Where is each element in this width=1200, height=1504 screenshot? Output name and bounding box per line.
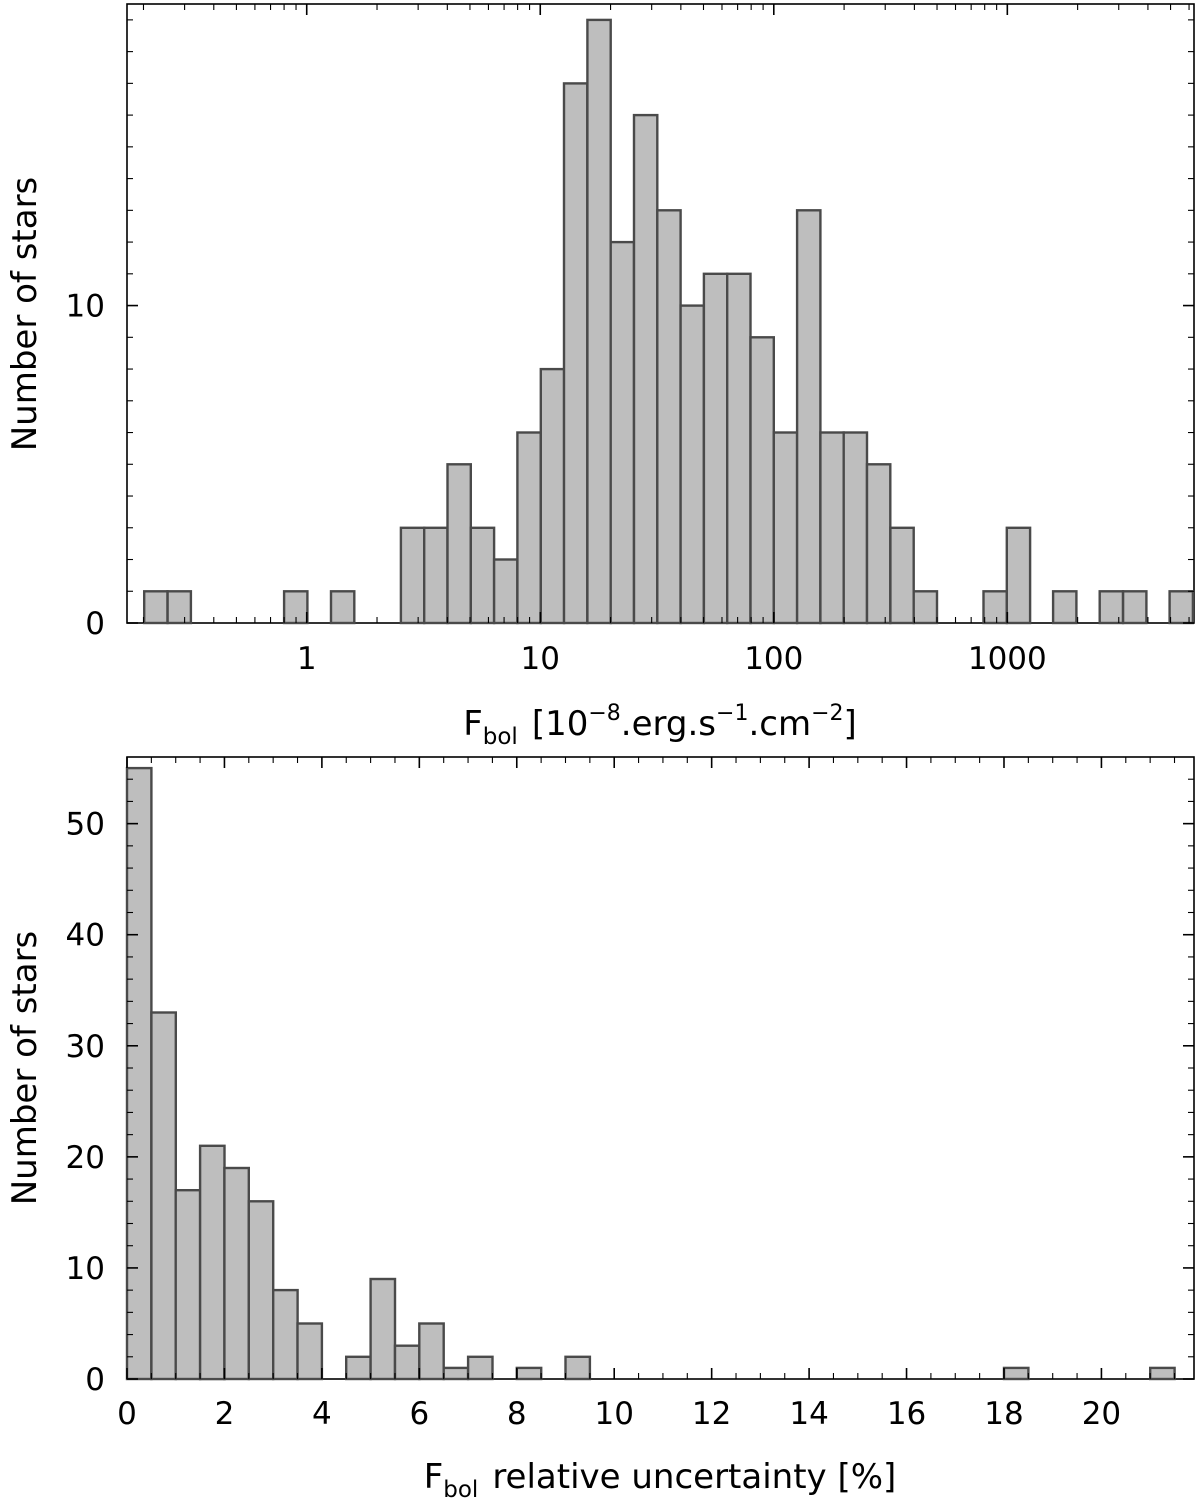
top-x-axis-title: Fbol [10−8.erg.s−1.cm−2] [463, 701, 857, 750]
bottom-bar [369, 1277, 397, 1381]
top-bar [912, 590, 939, 625]
bottom-bar [198, 1144, 226, 1381]
bottom-y-tick-label: 20 [66, 1140, 105, 1176]
bottom-x-tick-label: 10 [594, 1396, 633, 1432]
bottom-x-tick-label: 18 [984, 1396, 1023, 1432]
top-x-tick-label: 1 [297, 641, 317, 677]
flux-histogram-panel: 1 10 100 1000 0 10 Fbol [10−8.erg.s−1.cm−2] Nu… [5, 3, 1195, 750]
top-bar [1051, 590, 1078, 625]
top-bar [329, 590, 356, 625]
uncertainty-histogram-panel: 0 2 4 6 8 10 12 14 16 18 20 0 10 20 30 40 50 Fbol relativ… [5, 756, 1195, 1503]
top-bar [819, 431, 845, 625]
bottom-bar [393, 1344, 421, 1381]
top-bar [492, 558, 519, 625]
top-bar [656, 209, 682, 625]
top-bar [795, 209, 822, 625]
top-bars [142, 18, 1195, 625]
bottom-y-tick-label: 0 [85, 1362, 105, 1398]
top-bar [749, 336, 775, 625]
bottom-bars [125, 766, 1176, 1381]
top-bar [1168, 590, 1195, 625]
top-bar [865, 463, 892, 625]
bottom-bar [418, 1322, 445, 1381]
top-bar [142, 590, 169, 625]
top-bar [772, 431, 799, 625]
top-bar [609, 240, 636, 625]
top-bar [516, 431, 542, 625]
top-bar [469, 526, 496, 625]
top-x-tick-label: 1000 [968, 641, 1047, 677]
top-x-tick-label: 10 [521, 641, 560, 677]
top-bar [586, 18, 612, 625]
bottom-bar [345, 1355, 372, 1381]
top-bar [166, 590, 193, 625]
top-bar [446, 463, 472, 625]
bottom-bar [223, 1166, 250, 1381]
bottom-axes: 0 2 4 6 8 10 12 14 16 18 20 0 10 20 30 40 50 [66, 757, 1194, 1432]
top-bar [889, 526, 915, 625]
bottom-bar [174, 1188, 202, 1381]
bottom-bar [1002, 1366, 1030, 1381]
bottom-y-tick-label: 30 [66, 1029, 105, 1065]
top-y-axis-title: Number of stars [5, 177, 45, 452]
bottom-bar [515, 1366, 543, 1381]
bottom-bar [296, 1322, 324, 1381]
top-bar [1098, 590, 1125, 625]
top-bar [399, 526, 426, 625]
top-bar [539, 367, 566, 625]
bottom-x-tick-label: 2 [215, 1396, 235, 1432]
top-bar [679, 304, 706, 625]
bottom-bar [466, 1355, 494, 1381]
bottom-x-tick-label: 4 [312, 1396, 332, 1432]
bottom-x-tick-label: 14 [789, 1396, 828, 1432]
top-bar [842, 431, 869, 625]
top-bar [632, 113, 659, 625]
bottom-x-tick-label: 12 [692, 1396, 731, 1432]
top-bar [562, 82, 589, 625]
bottom-y-axis-title: Number of stars [5, 931, 45, 1206]
top-bar [1005, 526, 1032, 625]
top-bar [1121, 590, 1148, 625]
top-bar [423, 526, 449, 625]
bottom-x-tick-label: 8 [507, 1396, 527, 1432]
top-x-tick-label: 100 [744, 641, 803, 677]
bottom-x-tick-label: 0 [117, 1396, 137, 1432]
bottom-y-tick-label: 10 [66, 1251, 105, 1287]
bottom-x-axis-title: Fbol relative uncertainty [%] [424, 1457, 897, 1503]
top-y-tick-label: 0 [85, 606, 105, 642]
bottom-x-tick-label: 20 [1082, 1396, 1121, 1432]
bottom-bar [1148, 1366, 1176, 1381]
top-bar [702, 272, 729, 625]
bottom-y-tick-label: 50 [66, 807, 105, 843]
bottom-bar [247, 1200, 275, 1381]
top-y-tick-label: 10 [66, 289, 105, 325]
bottom-x-tick-label: 6 [409, 1396, 429, 1432]
top-bar [982, 590, 1008, 625]
bottom-plot-frame [126, 756, 1195, 1380]
bottom-bar [125, 766, 153, 1381]
bottom-bar [272, 1288, 299, 1381]
bottom-x-tick-label: 16 [887, 1396, 926, 1432]
bottom-bar [564, 1355, 592, 1381]
bottom-bar [150, 1011, 177, 1381]
top-bar [726, 272, 752, 625]
top-axes: 1 10 100 1000 0 10 [66, 4, 1194, 677]
bottom-bar [442, 1366, 470, 1381]
bottom-y-tick-label: 40 [66, 918, 105, 954]
